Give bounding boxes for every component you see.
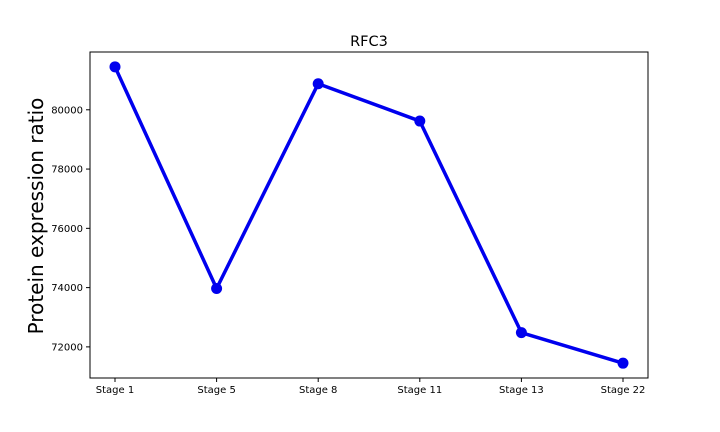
y-tick-label: 74000 [51, 283, 83, 294]
x-tick-label: Stage 8 [299, 385, 337, 396]
data-point [617, 357, 629, 369]
data-point [515, 327, 527, 339]
x-tick-label: Stage 1 [96, 385, 134, 396]
x-tick-label: Stage 22 [601, 385, 646, 396]
y-tick-label: 76000 [51, 224, 83, 235]
data-point [312, 78, 324, 90]
x-tick-label: Stage 13 [499, 385, 544, 396]
y-tick-label: 80000 [51, 105, 83, 116]
plot-area [89, 51, 649, 379]
series-layer [109, 61, 629, 369]
data-point [414, 115, 426, 127]
data-point [211, 282, 223, 294]
data-point [109, 61, 121, 73]
x-tick-label: Stage 5 [197, 385, 235, 396]
y-tick-label: 78000 [51, 165, 83, 176]
series-line [113, 65, 625, 365]
x-axis-ticks: Stage 1 Stage 5 Stage 8 Stage 11 Stage 13 Sta… [96, 378, 646, 396]
y-tick-label: 72000 [51, 342, 83, 353]
chart-title: RFC3 [350, 34, 388, 50]
y-axis-label: Protein expression ratio [24, 98, 48, 335]
y-axis-ticks: 72000 74000 76000 78000 80000 [51, 105, 90, 353]
x-tick-label: Stage 11 [397, 385, 442, 396]
